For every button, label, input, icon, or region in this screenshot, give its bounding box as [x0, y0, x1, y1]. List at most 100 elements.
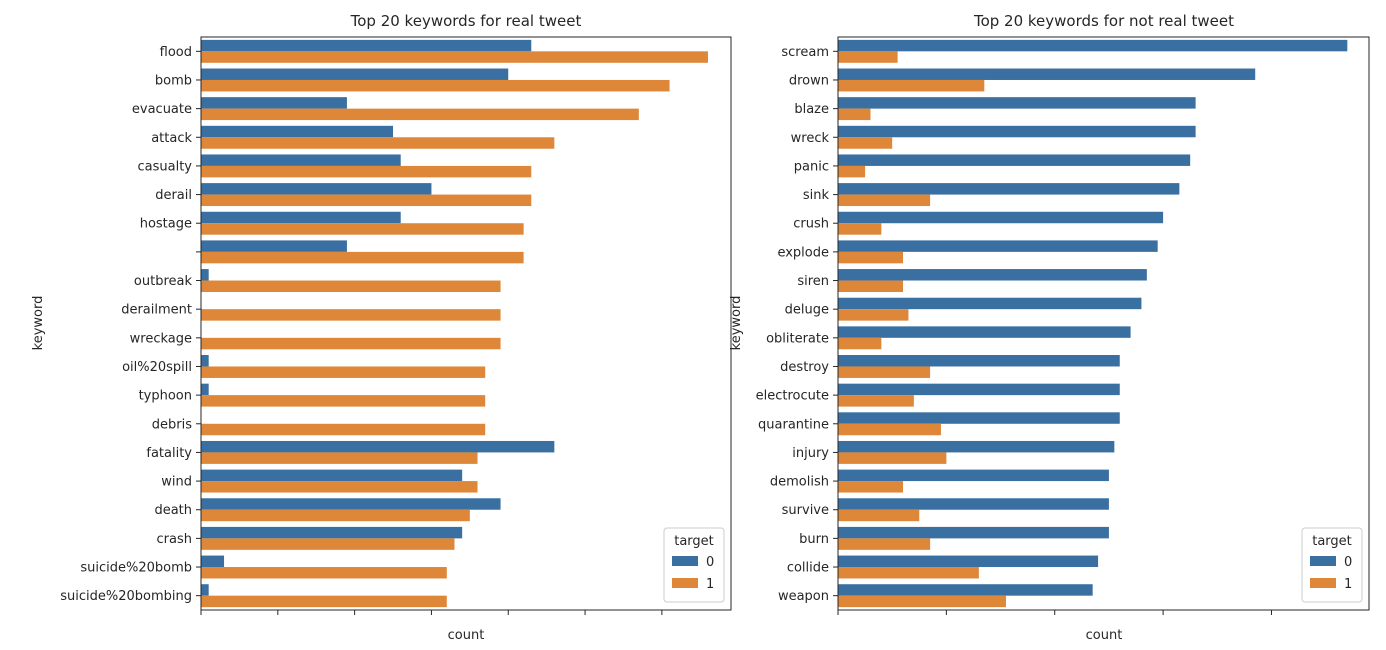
bar-collide-target-0	[838, 555, 1099, 568]
y-tick-label: burn	[799, 532, 829, 547]
bar-wind-target-0	[201, 469, 463, 482]
bar-suicide%20bomb-target-0	[201, 555, 225, 568]
y-ticks-group: flood bomb evacuate attack casualty derail hos…	[60, 45, 201, 604]
y-tick-label: panic	[794, 159, 829, 174]
bar-crush-target-0	[838, 211, 1164, 224]
bar-wreckage-target-1	[201, 337, 501, 350]
x-axis-label: count	[448, 628, 485, 643]
y-tick-label: electrocute	[756, 389, 829, 404]
y-tick-label: suicide%20bomb	[80, 561, 192, 576]
bar-evacuate-target-1	[201, 108, 639, 121]
bar-derailment-target-1	[201, 309, 501, 321]
y-tick-label: collide	[787, 561, 829, 576]
y-tick-label: sink	[803, 188, 830, 203]
y-tick-label: hostage	[140, 217, 192, 232]
x-axis-label: count	[1086, 628, 1123, 643]
bar-quarantine-target-0	[838, 412, 1120, 424]
y-tick-label: derailment	[121, 303, 192, 318]
bar-suicide%20bombing-target-0	[201, 584, 209, 596]
bar-fatality-target-0	[201, 440, 555, 453]
bar-derail-target-0	[201, 183, 432, 195]
plot-frame	[837, 36, 1370, 611]
y-tick-label: typhoon	[139, 389, 192, 404]
y-tick-label: debris	[152, 417, 192, 432]
bar-survive-target-1	[838, 509, 920, 522]
bar-injury-target-0	[838, 440, 1115, 453]
y-tick-label: survive	[782, 503, 829, 518]
x-ticks-group	[837, 610, 1272, 615]
bar-casualty-target-0	[201, 154, 401, 166]
bar-suicide%20bomb-target-1	[201, 567, 447, 579]
bar-siren-target-1	[838, 280, 904, 292]
y-tick-label: derail	[155, 188, 192, 203]
bar-blaze-target-0	[838, 97, 1196, 109]
bar-crash-target-1	[201, 538, 455, 550]
chart-not-real-tweet: Top 20 keywords for not real tweet count…	[729, 12, 1370, 643]
bar-weapon-target-0	[838, 584, 1093, 596]
bar-sink-target-1	[838, 194, 931, 207]
bar-oil%20spill-target-0	[201, 355, 209, 367]
bar-demolish-target-1	[838, 481, 904, 493]
bar-panic-target-0	[838, 154, 1191, 166]
bar-electrocute-target-1	[838, 395, 914, 407]
bar-wind-target-1	[201, 481, 478, 493]
legend-swatch-1	[672, 578, 698, 588]
bar-attack-target-1	[201, 137, 555, 149]
y-tick-label: evacuate	[132, 102, 192, 117]
bar-panic-target-1	[838, 165, 866, 178]
bar-scream-target-1	[838, 51, 898, 63]
y-tick-label: scream	[781, 45, 829, 60]
y-tick-label: attack	[151, 131, 192, 146]
bar-oil%20spill-target-1	[201, 366, 486, 378]
y-tick-label: crash	[157, 532, 192, 547]
legend-label-1: 1	[1344, 577, 1352, 592]
bar-injury-target-1	[838, 452, 947, 464]
y-tick-label: flood	[160, 45, 192, 60]
y-tick-label: oil%20spill	[122, 360, 192, 375]
y-tick-label: wind	[161, 475, 192, 490]
bar-survive-target-0	[838, 498, 1109, 510]
bar-bomb-target-1	[201, 79, 670, 92]
bar-obliterate-target-1	[838, 337, 882, 350]
bar-debris-target-1	[201, 423, 486, 436]
y-tick-label: blaze	[794, 102, 829, 117]
legend-label-0: 0	[1344, 555, 1352, 570]
bar-sink-target-0	[838, 183, 1180, 195]
y-tick-label: deluge	[785, 303, 829, 318]
y-tick-label: death	[154, 503, 192, 518]
legend-title: target	[674, 534, 714, 549]
y-tick-label: quarantine	[758, 417, 829, 432]
legend-label-1: 1	[706, 577, 714, 592]
bar-explode-target-0	[838, 240, 1158, 252]
bar-crush-target-1	[838, 223, 882, 235]
y-tick-label: demolish	[770, 475, 829, 490]
bar-blank-target-1	[201, 251, 524, 264]
plot-frame	[200, 36, 732, 611]
bar-evacuate-target-0	[201, 97, 347, 109]
legend: target 0 1	[1301, 527, 1363, 603]
chart-title: Top 20 keywords for real tweet	[350, 12, 582, 30]
bar-deluge-target-1	[838, 309, 909, 321]
bar-drown-target-1	[838, 79, 985, 92]
bar-burn-target-0	[838, 526, 1109, 539]
bar-wreck-target-0	[838, 125, 1196, 138]
bar-burn-target-1	[838, 538, 931, 550]
y-tick-label: destroy	[780, 360, 829, 375]
bar-death-target-1	[201, 509, 470, 522]
bar-attack-target-0	[201, 125, 394, 138]
bar-siren-target-0	[838, 269, 1147, 281]
bar-weapon-target-1	[838, 595, 1006, 608]
bar-crash-target-0	[201, 526, 463, 539]
bar-wreck-target-1	[838, 137, 893, 149]
y-tick-label: bomb	[155, 73, 192, 88]
bar-flood-target-1	[201, 51, 708, 63]
bar-fatality-target-1	[201, 452, 478, 464]
legend-swatch-0	[1310, 556, 1336, 566]
legend-title: target	[1312, 534, 1352, 549]
y-tick-label: suicide%20bombing	[60, 589, 192, 604]
bar-destroy-target-1	[838, 366, 931, 378]
bar-blank-target-0	[201, 240, 347, 252]
bars-group	[838, 39, 1348, 608]
bar-explode-target-1	[838, 251, 904, 264]
y-tick-label: wreck	[791, 131, 830, 146]
